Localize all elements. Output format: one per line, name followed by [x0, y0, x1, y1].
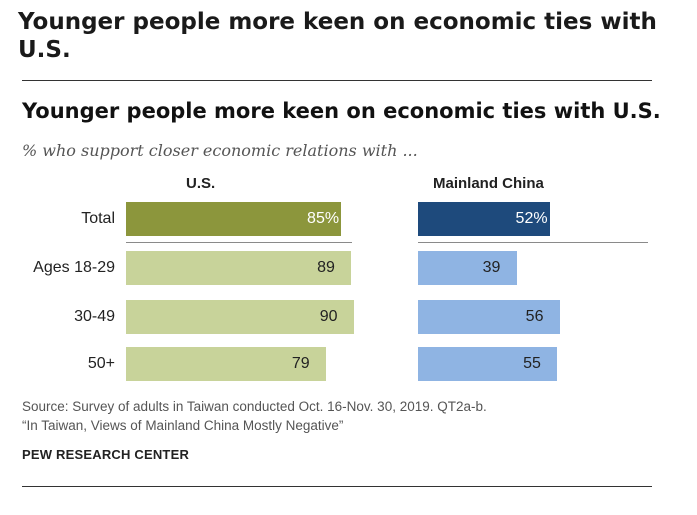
- bar-label-china: 39: [482, 259, 501, 276]
- row-label: Total: [81, 210, 115, 227]
- row-label: Ages 18-29: [33, 259, 115, 276]
- chart-subtitle: % who support closer economic relations …: [22, 141, 418, 160]
- bar-us: [126, 347, 326, 381]
- bar-label-china: 55: [523, 355, 541, 372]
- top-divider: [22, 80, 652, 81]
- bottom-divider: [22, 486, 652, 487]
- source-line: Source: Survey of adults in Taiwan condu…: [22, 399, 487, 414]
- row-label: 30-49: [74, 308, 115, 325]
- bar-china: [418, 347, 558, 381]
- column-header-us: U.S.: [186, 175, 216, 192]
- column-header-china: Mainland China: [433, 175, 544, 192]
- bar-us: [126, 202, 342, 236]
- pew-research-center-logo: PEW RESEARCH CENTER: [22, 447, 190, 462]
- bar-label-china: 56: [525, 308, 544, 325]
- page-heading: Younger people more keen on economic tie…: [18, 9, 657, 63]
- bar-china: [418, 300, 560, 334]
- bar-china: [418, 202, 550, 236]
- bar-label-us: 79: [291, 355, 310, 372]
- chart-title: Younger people more keen on economic tie…: [22, 99, 661, 123]
- report-title-line: “In Taiwan, Views of Mainland China Most…: [22, 418, 344, 433]
- bar-label-us: 85%: [307, 210, 340, 227]
- source-note: Source: Survey of adults in Taiwan condu…: [22, 397, 487, 435]
- bar-china: [418, 251, 517, 285]
- bar-us: [126, 300, 354, 334]
- bar-label-us: 90: [319, 308, 338, 325]
- row-label: 50+: [87, 355, 115, 372]
- total-separator-china: [418, 242, 648, 243]
- total-separator-us: [126, 242, 352, 243]
- bar-label-us: 89: [317, 259, 335, 276]
- bar-us: [126, 251, 352, 285]
- bar-label-china: 52%: [515, 210, 548, 227]
